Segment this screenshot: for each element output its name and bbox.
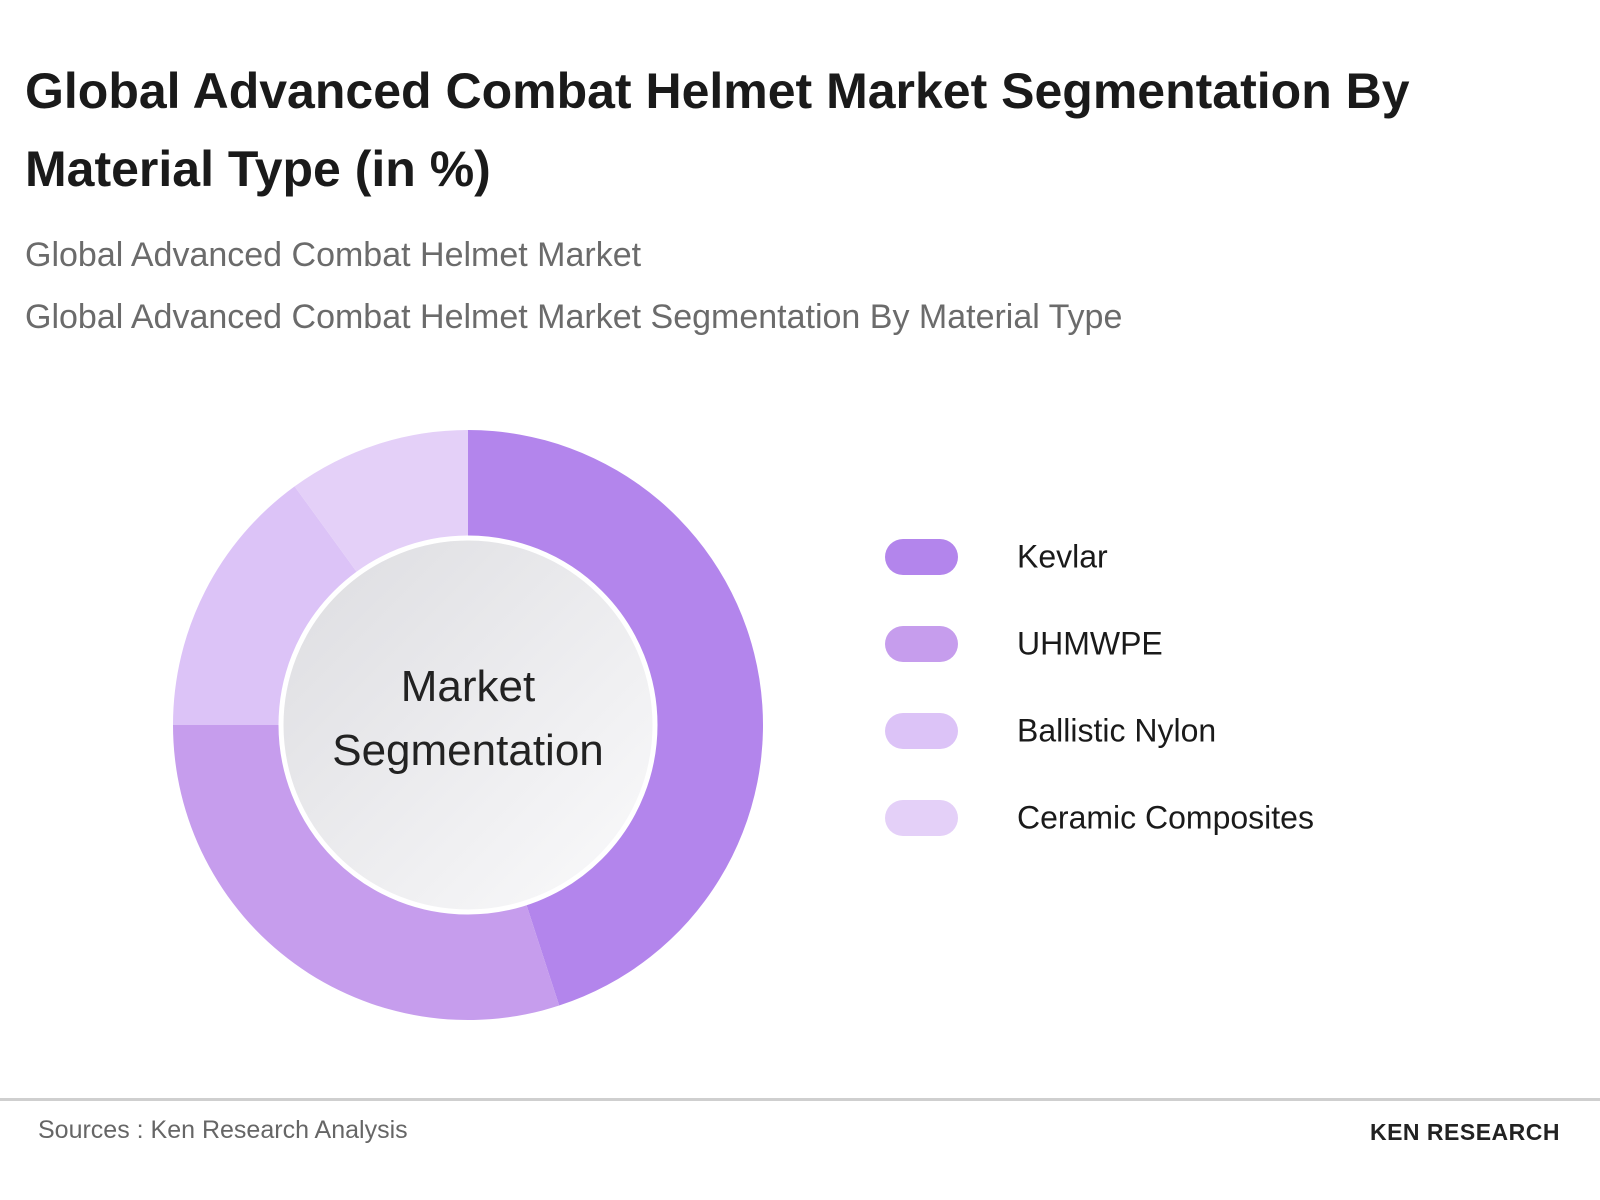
center-label: Market Segmentation [332, 662, 604, 775]
legend-label: UHMWPE [1017, 625, 1163, 661]
subtitle: Global Advanced Combat Helmet Market [25, 236, 642, 274]
legend-swatch [885, 626, 958, 662]
footer-rule [0, 1098, 1600, 1101]
legend-label: Ceramic Composites [1017, 799, 1314, 835]
donut-hole [278, 535, 658, 915]
source: Sources : Ken Research Analysis [38, 1116, 408, 1144]
donut-segment [468, 430, 763, 1006]
legend-label: Ballistic Nylon [1017, 712, 1216, 748]
logo: KEN RESEARCH [1369, 1119, 1560, 1145]
donut-segment [173, 486, 357, 725]
donut-segment [294, 430, 468, 573]
chart-title: Global Advanced Combat Helmet Market Seg… [25, 63, 1410, 197]
donut-segment [172, 725, 560, 1020]
subtitle: Global Advanced Combat Helmet Market Seg… [25, 298, 1123, 336]
legend-label: Kevlar [1017, 538, 1108, 574]
chart: Kevlar UHMWPE Ballistic Nylon Ceramic Compo… [172, 430, 1314, 1020]
legend-swatch [885, 713, 958, 749]
legend-swatch [885, 800, 958, 836]
legend-swatch [885, 539, 958, 575]
